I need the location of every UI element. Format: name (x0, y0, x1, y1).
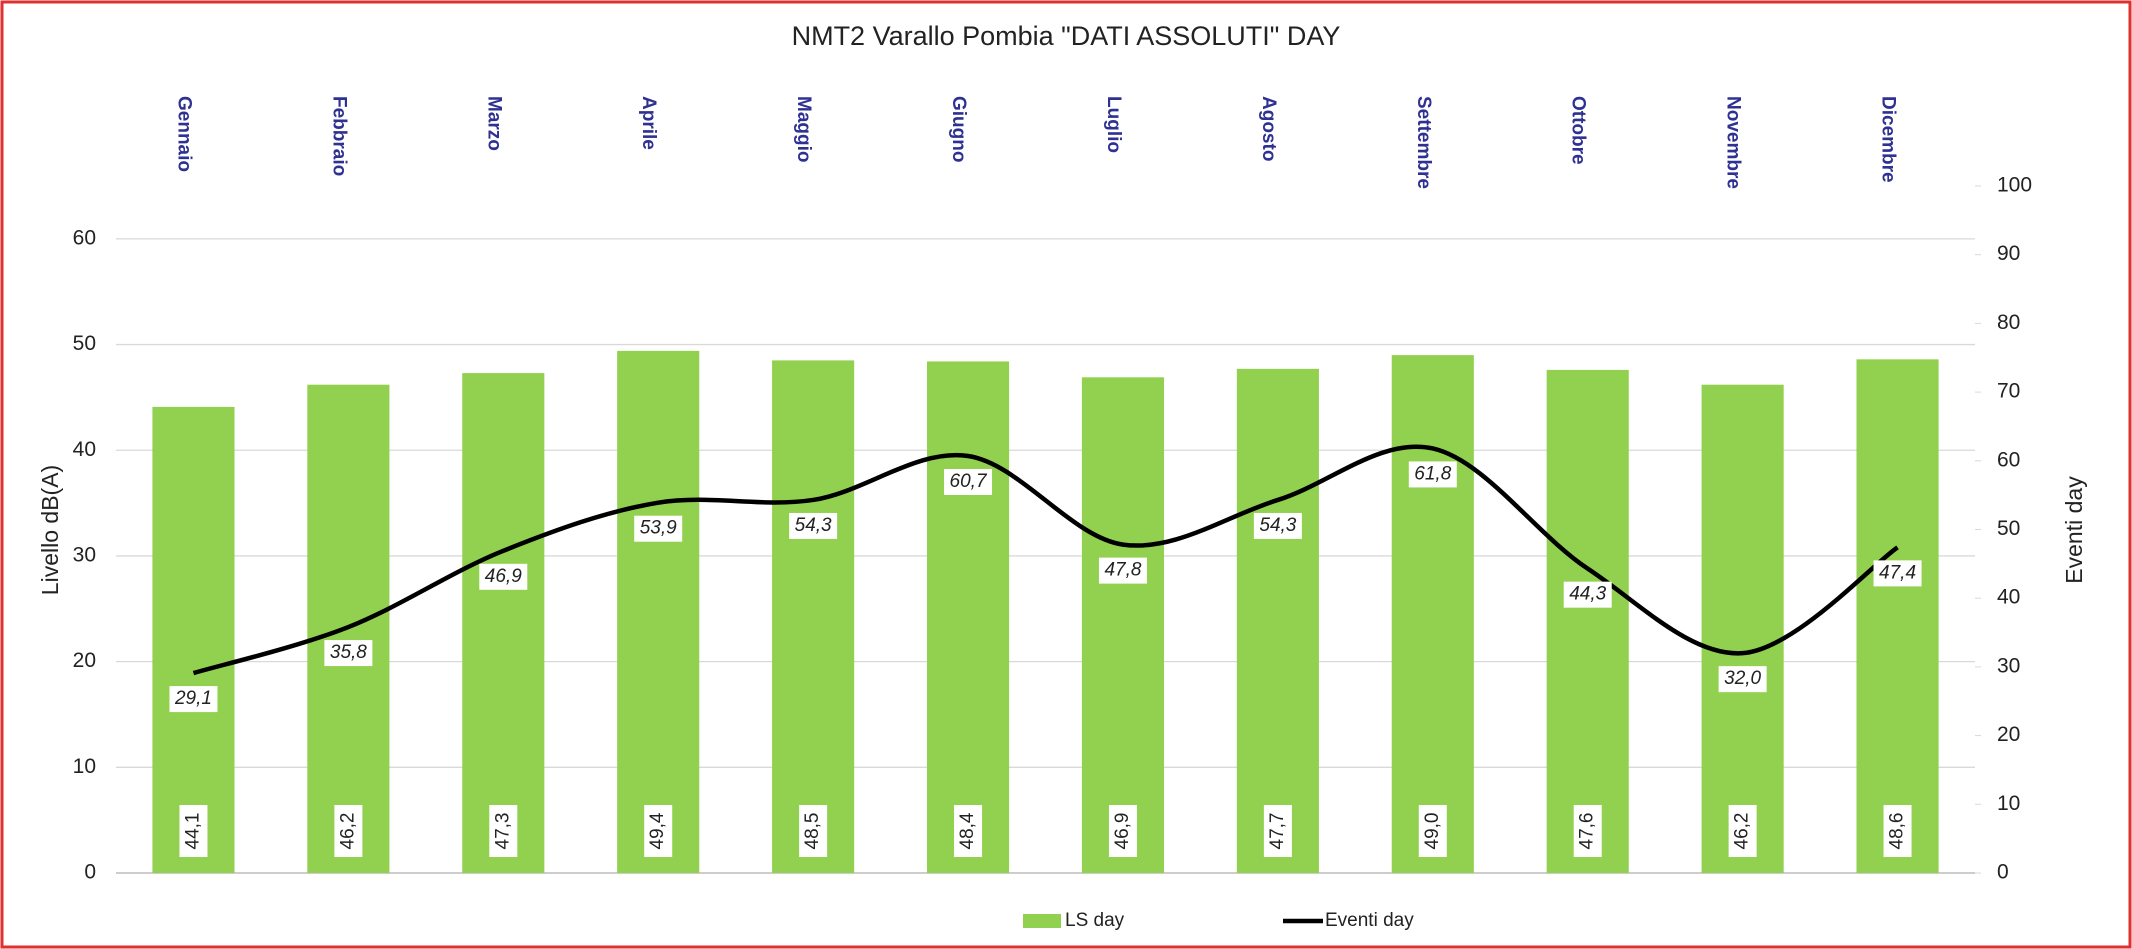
y-tick-label: 30 (73, 543, 96, 566)
x-tick-label: Aprile (638, 96, 659, 150)
y-tick-label: 50 (73, 332, 96, 355)
data-label-box (1883, 805, 1912, 857)
y2-axis-label: Eventi day (2061, 476, 2087, 584)
x-tick-label: Febbraio (328, 96, 349, 176)
x-tick-label: Giugno (948, 96, 969, 162)
x-tick-label: Novembre (1723, 96, 1744, 189)
data-label-box (1563, 581, 1612, 608)
chart-title: NMT2 Varallo Pombia "DATI ASSOLUTI" DAY (792, 21, 1341, 51)
data-label: 54,3 (1259, 515, 1296, 536)
bar (1701, 384, 1784, 873)
data-label-box (489, 805, 518, 857)
data-label-box (799, 805, 828, 857)
data-label: 54,3 (795, 515, 832, 536)
data-label-box (1573, 805, 1602, 857)
x-tick-label: Dicembre (1878, 96, 1899, 183)
bar (462, 373, 545, 873)
data-label: 46,2 (337, 813, 358, 850)
x-tick-label: Marzo (483, 96, 504, 151)
y-tick-label: 40 (73, 438, 96, 461)
y2-tick-label: 70 (1997, 380, 2020, 403)
data-label-box (954, 805, 983, 857)
bar (926, 361, 1010, 873)
data-label: 44,3 (1569, 584, 1606, 605)
data-label-box (634, 515, 683, 542)
y-tick-label: 10 (73, 755, 96, 778)
bar (1391, 355, 1474, 874)
data-label: 53,9 (640, 518, 677, 539)
data-label: 49,4 (647, 812, 668, 849)
data-label: 32,0 (1724, 668, 1761, 689)
data-label: 48,5 (802, 813, 823, 850)
y2-tick-label: 40 (1997, 586, 2020, 609)
data-label-box (1728, 805, 1757, 857)
data-label-box (1408, 461, 1457, 488)
x-tick-label: Luglio (1103, 96, 1124, 153)
y2-tick-label: 80 (1997, 311, 2020, 334)
x-tick-label: Maggio (793, 96, 814, 163)
data-label: 47,7 (1267, 813, 1288, 850)
data-label: 44,1 (182, 813, 203, 850)
data-label-box (1263, 805, 1292, 857)
data-label-box (334, 805, 363, 857)
y2-tick-label: 90 (1997, 242, 2020, 265)
data-label-box (1418, 805, 1447, 857)
data-label: 47,8 (1104, 560, 1141, 581)
x-tick-label: Agosto (1258, 96, 1279, 161)
y2-tick-label: 20 (1997, 723, 2020, 746)
y2-tick-label: 60 (1997, 448, 2020, 471)
legend-label: Eventi day (1325, 910, 1414, 931)
y-axis-label: Livello dB(A) (37, 465, 63, 595)
x-tick-label: Gennaio (173, 96, 194, 172)
y2-tick-label: 50 (1997, 517, 2020, 540)
line (192, 444, 1899, 676)
data-label-box (1718, 666, 1767, 693)
data-label-box (644, 805, 673, 857)
y-tick-label: 20 (73, 649, 96, 672)
data-label: 47,3 (492, 813, 513, 850)
y2-tick-label: 30 (1997, 654, 2020, 677)
data-label-box (1873, 560, 1922, 587)
y2-tick-label: 0 (1997, 861, 2009, 884)
data-label-box (169, 686, 218, 713)
data-label-box (789, 512, 838, 539)
data-label-box (944, 468, 993, 495)
data-label-box (1098, 557, 1147, 584)
bar (1236, 368, 1319, 873)
data-label-box (324, 640, 373, 667)
data-label: 49,0 (1422, 813, 1443, 850)
data-label-box (479, 563, 528, 590)
data-label: 46,9 (485, 566, 522, 587)
bar (152, 406, 235, 873)
data-label: 46,2 (1732, 813, 1753, 850)
data-label-box (1108, 805, 1137, 857)
bar (617, 350, 700, 873)
y2-tick-label: 10 (1997, 792, 2020, 815)
data-label: 48,6 (1887, 813, 1908, 850)
data-label: 46,9 (1112, 813, 1133, 850)
legend-label: LS day (1065, 910, 1125, 931)
data-label: 29,1 (174, 688, 212, 709)
data-label-box (179, 805, 208, 857)
data-label: 48,4 (957, 812, 978, 849)
bar (772, 360, 855, 873)
data-label: 61,8 (1414, 463, 1451, 484)
x-tick-label: Ottobre (1568, 96, 1589, 165)
data-label: 60,7 (950, 471, 988, 492)
data-label: 47,4 (1879, 562, 1916, 583)
data-label: 47,6 (1577, 813, 1598, 850)
y-tick-label: 60 (73, 226, 96, 249)
data-label: 35,8 (330, 642, 367, 663)
bar (1081, 377, 1165, 873)
data-label-box (1253, 512, 1302, 539)
bar (1546, 369, 1629, 873)
legend-swatch (1023, 914, 1061, 928)
y2-tick-label: 100 (1997, 174, 2032, 197)
bar (1856, 359, 1939, 873)
x-tick-label: Settembre (1413, 96, 1434, 189)
y-tick-label: 0 (84, 861, 96, 884)
